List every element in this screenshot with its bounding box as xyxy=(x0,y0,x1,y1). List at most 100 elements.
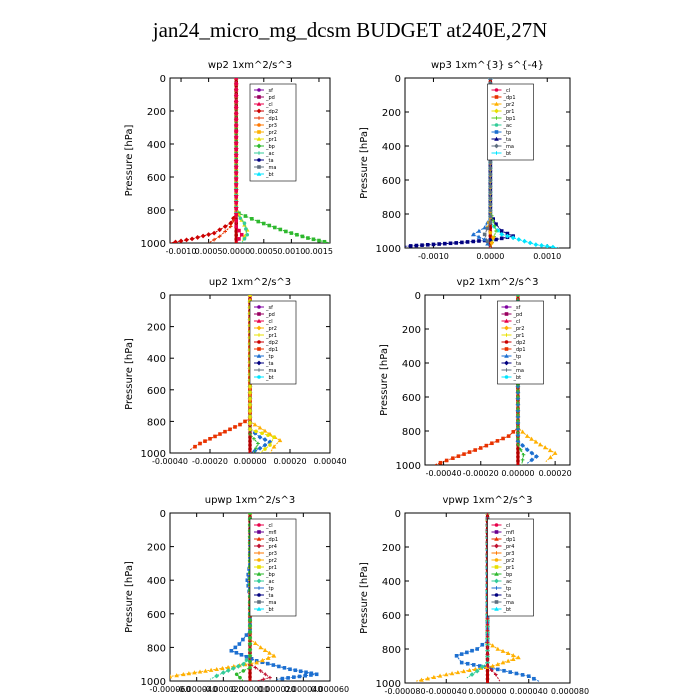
data-point xyxy=(260,431,264,436)
data-point xyxy=(526,674,531,678)
data-point xyxy=(234,123,239,128)
data-point xyxy=(476,228,482,233)
data-point xyxy=(488,160,493,165)
data-point xyxy=(494,565,499,569)
legend-label: _tp xyxy=(265,354,274,360)
data-point xyxy=(262,428,268,433)
x-tick-label: -0.000040 xyxy=(176,685,217,694)
data-point xyxy=(485,664,490,668)
legend-label: _ta xyxy=(265,361,274,367)
x-tick-label: 0.000080 xyxy=(551,687,589,696)
data-point xyxy=(257,586,261,590)
data-point xyxy=(473,448,477,452)
chart-panel-6: vpwp 1xm^2/s^3 Pressure [hPa] 0 200 400 600 80… xyxy=(359,495,589,696)
data-point xyxy=(186,671,192,676)
data-point xyxy=(505,658,511,663)
data-point xyxy=(248,513,252,515)
data-point xyxy=(524,433,530,438)
data-point xyxy=(243,419,247,424)
legend-label: _ac xyxy=(265,579,275,585)
data-point xyxy=(494,130,499,134)
data-point xyxy=(241,669,246,673)
data-point xyxy=(488,78,493,80)
data-point xyxy=(184,237,189,243)
data-point xyxy=(282,666,287,670)
data-point xyxy=(234,99,239,104)
data-point xyxy=(257,523,261,527)
data-point xyxy=(256,441,260,446)
legend-label: _tp xyxy=(503,130,512,136)
data-point xyxy=(516,388,520,393)
data-point xyxy=(309,673,313,677)
data-point xyxy=(494,143,499,149)
data-point xyxy=(494,523,499,527)
y-axis-label: Pressure [hPa] xyxy=(379,344,390,416)
data-point xyxy=(223,229,227,234)
data-point xyxy=(533,439,539,444)
data-point xyxy=(482,232,487,237)
chart-title: wp3 1xm^{3} s^{-4} xyxy=(431,60,544,71)
series-group xyxy=(405,78,559,248)
x-tick-label: 0.000040 xyxy=(284,685,322,694)
data-point xyxy=(494,237,498,242)
data-point xyxy=(208,667,214,672)
plot-frame xyxy=(169,77,331,244)
data-point xyxy=(212,237,216,242)
data-point xyxy=(234,224,239,229)
data-point xyxy=(256,171,262,176)
data-point xyxy=(542,445,548,450)
data-point xyxy=(222,224,228,229)
data-point xyxy=(444,458,449,463)
data-point xyxy=(234,206,239,211)
data-point xyxy=(239,652,244,657)
data-point xyxy=(485,673,490,677)
y-tick-label: 800 xyxy=(147,417,166,428)
data-point xyxy=(257,312,261,316)
data-point xyxy=(454,654,459,658)
chart-panel-1: wp2 1xm^2/s^3 Pressure [hPa] 0 200 400 600 800… xyxy=(124,60,333,256)
y-tick-label: 800 xyxy=(402,427,421,438)
data-point xyxy=(214,673,220,679)
data-point xyxy=(213,434,217,439)
data-point xyxy=(488,166,493,171)
data-point xyxy=(235,663,241,669)
data-point xyxy=(459,660,464,665)
data-point xyxy=(189,236,195,242)
data-point xyxy=(229,648,234,653)
chart-title: up2 1xm^2/s^3 xyxy=(209,277,291,288)
data-point xyxy=(234,129,239,134)
data-point xyxy=(256,536,262,541)
data-point xyxy=(248,439,252,443)
data-point xyxy=(248,671,252,675)
x-tick-label: -0.00040 xyxy=(426,469,462,478)
data-point xyxy=(465,661,470,666)
data-point xyxy=(248,630,252,634)
legend: _cl_mfl_dp1_pr4_pr3_pr2_pr1_bp_ac_tp_ta_… xyxy=(249,518,297,617)
data-point xyxy=(420,243,424,247)
data-point xyxy=(516,442,520,447)
data-point xyxy=(495,646,501,651)
data-point xyxy=(516,400,520,405)
data-point xyxy=(504,340,509,344)
data-point xyxy=(544,243,550,248)
data-point xyxy=(234,171,239,175)
data-point xyxy=(529,436,534,441)
data-point xyxy=(491,236,495,240)
data-point xyxy=(488,230,493,235)
data-point xyxy=(488,202,493,207)
data-point xyxy=(516,295,520,297)
data-point xyxy=(257,551,261,555)
y-tick-label: 0 xyxy=(415,291,421,302)
data-point xyxy=(514,671,519,676)
y-tick-label: 400 xyxy=(147,354,166,365)
legend-label: _bp xyxy=(265,144,275,150)
data-point xyxy=(245,578,250,582)
data-point xyxy=(234,159,239,163)
data-point xyxy=(494,536,499,541)
data-point xyxy=(206,232,212,237)
data-point xyxy=(306,236,310,240)
data-point xyxy=(203,439,207,443)
data-point xyxy=(278,227,283,232)
data-point xyxy=(233,425,237,429)
data-point xyxy=(501,436,505,441)
